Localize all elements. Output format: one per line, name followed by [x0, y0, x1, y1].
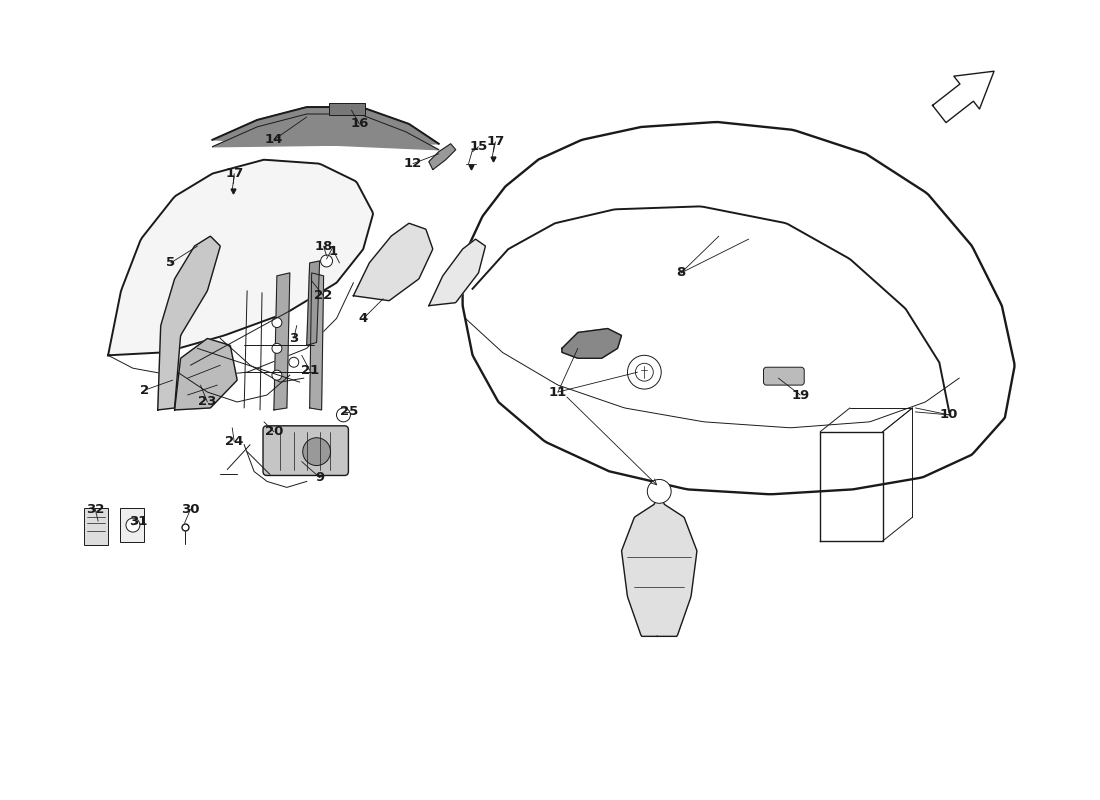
Polygon shape [429, 144, 455, 170]
Text: 5: 5 [166, 257, 175, 270]
Text: 10: 10 [940, 408, 958, 422]
Text: 32: 32 [86, 502, 104, 516]
Text: 19: 19 [791, 389, 810, 402]
Circle shape [320, 255, 332, 267]
Polygon shape [307, 261, 320, 346]
Text: 8: 8 [676, 266, 685, 279]
Text: 21: 21 [300, 364, 319, 377]
Polygon shape [621, 494, 697, 636]
Circle shape [272, 343, 282, 354]
FancyBboxPatch shape [120, 508, 144, 542]
FancyBboxPatch shape [85, 508, 108, 545]
Text: 1: 1 [329, 245, 338, 258]
Polygon shape [175, 338, 236, 410]
Text: 3: 3 [289, 332, 298, 345]
Polygon shape [562, 329, 622, 358]
FancyBboxPatch shape [263, 426, 349, 475]
Text: 9: 9 [315, 471, 324, 484]
Polygon shape [353, 223, 432, 301]
Text: 14: 14 [265, 134, 283, 146]
Text: 18: 18 [315, 239, 333, 253]
Circle shape [302, 438, 330, 466]
Circle shape [289, 358, 299, 367]
Text: 25: 25 [340, 406, 359, 418]
Text: 24: 24 [226, 435, 243, 448]
Circle shape [272, 318, 282, 327]
Text: 17: 17 [486, 135, 505, 148]
Polygon shape [212, 107, 439, 150]
FancyBboxPatch shape [329, 103, 365, 115]
Text: 15: 15 [470, 140, 487, 154]
Polygon shape [429, 239, 485, 306]
Text: 23: 23 [198, 395, 217, 409]
Text: 11: 11 [549, 386, 568, 398]
Text: 20: 20 [265, 426, 283, 438]
Circle shape [126, 518, 140, 532]
FancyBboxPatch shape [763, 367, 804, 385]
Text: 12: 12 [404, 157, 422, 170]
Text: 30: 30 [182, 502, 200, 516]
Polygon shape [274, 273, 289, 410]
Circle shape [627, 355, 661, 389]
Text: 2: 2 [141, 383, 150, 397]
Circle shape [636, 363, 653, 381]
Circle shape [272, 370, 282, 380]
Text: 16: 16 [350, 118, 368, 130]
Circle shape [337, 408, 351, 422]
Polygon shape [108, 160, 373, 355]
Polygon shape [310, 273, 323, 410]
Text: 31: 31 [129, 514, 147, 528]
Text: 4: 4 [359, 312, 367, 325]
Text: 17: 17 [226, 167, 243, 180]
Polygon shape [157, 236, 220, 410]
Polygon shape [933, 71, 994, 122]
Text: 22: 22 [315, 290, 332, 302]
Circle shape [647, 479, 671, 503]
